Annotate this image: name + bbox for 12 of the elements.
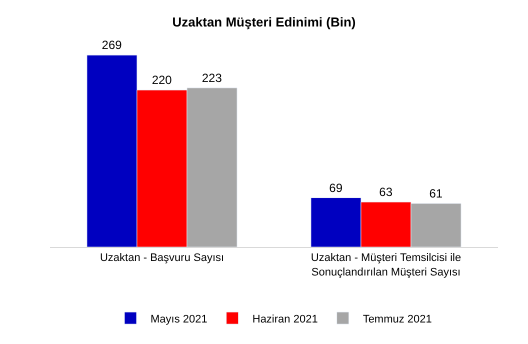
legend-label: Haziran 2021 xyxy=(252,313,318,326)
data-label: 61 xyxy=(429,186,443,200)
data-label: 220 xyxy=(152,73,172,88)
data-label: 269 xyxy=(102,38,122,52)
x-tick-label: Uzaktan - Başvuru Sayısı xyxy=(100,252,224,264)
x-tick-label: Uzaktan - Müşteri Temsilcisi ile Sonuçlandırılan Müşteri Sayısı xyxy=(310,252,462,278)
chart-title: Uzaktan Müşteri Edinimi (Bin) xyxy=(172,14,356,30)
data-label: 63 xyxy=(379,185,393,200)
data-label: 223 xyxy=(202,70,222,85)
legend-label: Mayıs 2021 xyxy=(150,313,208,326)
legend-label: Temmuz 2021 xyxy=(362,313,432,326)
data-label: 69 xyxy=(329,180,343,195)
